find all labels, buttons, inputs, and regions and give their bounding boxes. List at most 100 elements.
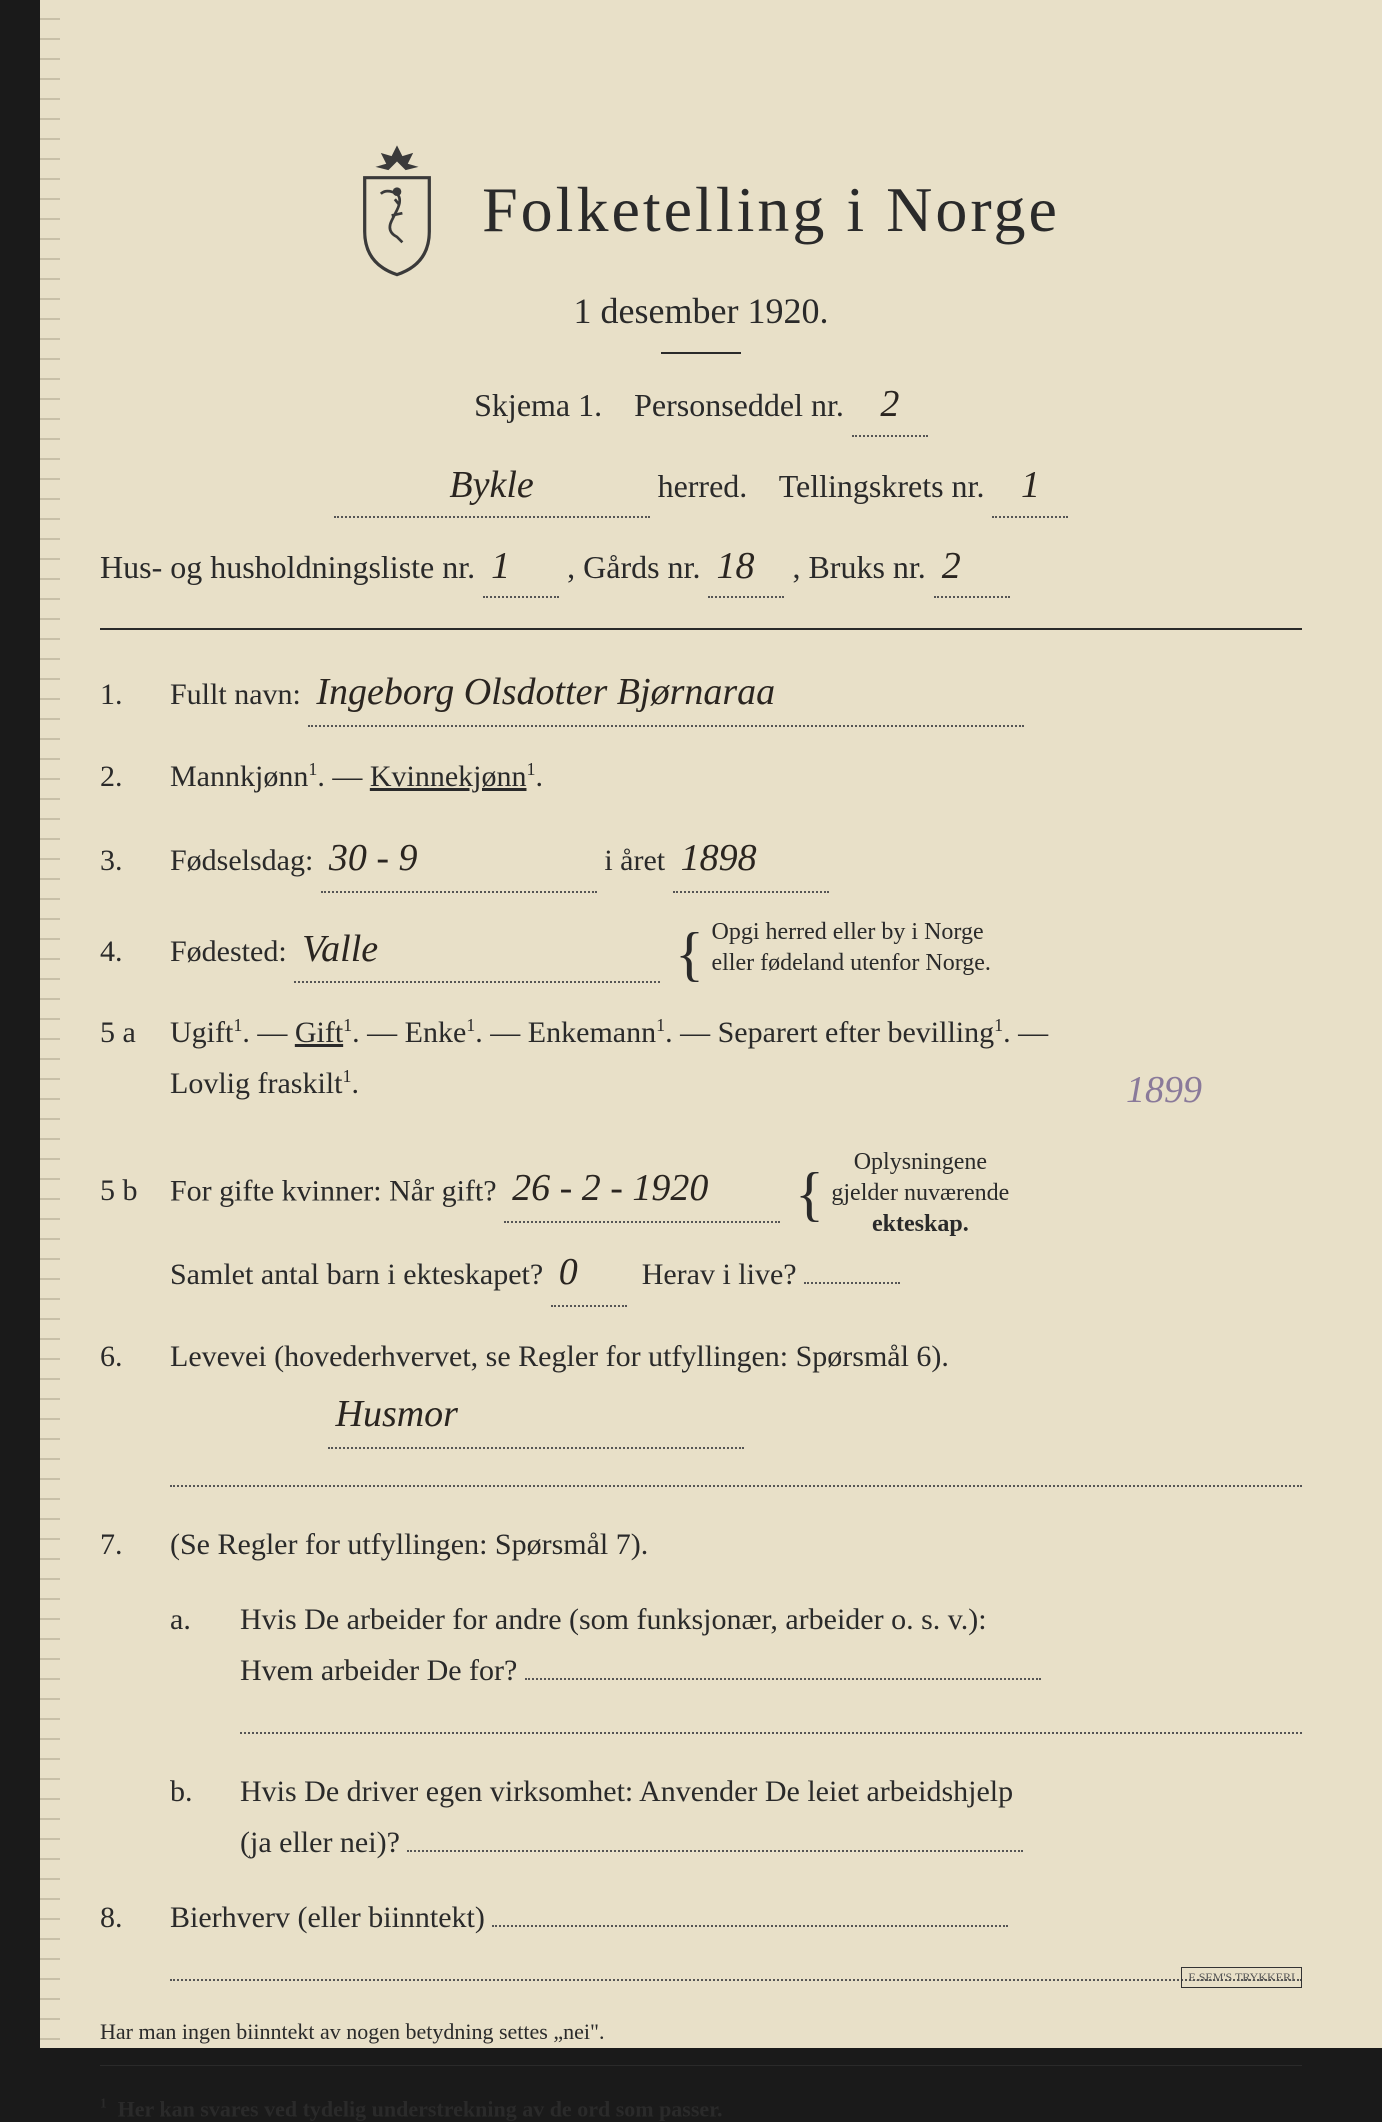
footnote-divider [100,2065,1302,2066]
q5b-note3: ekteskap. [872,1211,969,1237]
q5a-enke: Enke [405,1016,467,1049]
q7-label: (Se Regler for utfyllingen: Spørsmål 7). [170,1528,648,1561]
q6-label: Levevei (hovederhvervet, se Regler for u… [170,1340,949,1373]
q1-value: Ingeborg Olsdotter Bjørnaraa [308,660,1024,727]
scan-edge [0,0,40,2048]
q5b-row: 5 b For gifte kvinner: Når gift? 26 - 2 … [100,1147,1302,1307]
q8-row: 8. Bierhverv (eller biinntekt) [100,1892,1302,1989]
q7-content: (Se Regler for utfyllingen: Spørsmål 7). [170,1519,1302,1570]
q2-row: 2. Mannkjønn1. — Kvinnekjønn1. [100,751,1302,802]
schema-line: Skjema 1. Personseddel nr. 2 [100,374,1302,437]
q7-row: 7. (Se Regler for utfyllingen: Spørsmål … [100,1519,1302,1570]
sup-e: 1 [994,1015,1003,1035]
q5b-l2-label2: Herav i live? [642,1258,797,1291]
q6-num: 6. [100,1331,170,1382]
q7b-text1: Hvis De driver egen virksomhet: Anvender… [240,1775,1013,1808]
footnote-marker: 1 [100,2096,107,2111]
schema-label: Skjema 1. [474,387,602,423]
herred-line: Bykle herred. Tellingskrets nr. 1 [100,455,1302,518]
herred-label: herred. [658,468,748,504]
brace-icon: { [675,930,704,978]
q5b-l2-label1: Samlet antal barn i ekteskapet? [170,1258,543,1291]
husliste-label: Hus- og husholdningsliste nr. [100,549,475,585]
footnote-body: Her kan svares ved tydelig understreknin… [118,2096,723,2121]
q7a-text2: Hvem arbeider De for? [240,1654,517,1687]
q7a-blank [525,1678,1041,1680]
q6-blank-line [170,1457,1302,1487]
q5a-ugift: Ugift [170,1016,233,1049]
q5b-l2-blank [804,1282,900,1284]
q7a-blank-line [240,1704,1302,1734]
q5b-note: Oplysningene gjelder nuværende ekteskap. [831,1147,1009,1241]
coat-of-arms-icon [342,140,452,280]
title-row: Folketelling i Norge [100,140,1302,280]
subtitle: 1 desember 1920. [100,290,1302,332]
q2-content: Mannkjønn1. — Kvinnekjønn1. [170,751,1302,802]
paper-perforation [40,0,60,2048]
q4-label: Fødested: [170,935,287,968]
q8-num: 8. [100,1892,170,1943]
section-divider [100,628,1302,630]
q3-day: 30 - 9 [321,826,597,893]
q5b-l1-label: For gifte kvinner: Når gift? [170,1174,497,1207]
personseddel-label: Personseddel nr. [634,387,844,423]
q4-num: 4. [100,926,170,977]
q4-note2: eller fødeland utenfor Norge. [711,950,990,976]
q7b-blank [407,1850,1023,1852]
husliste-line: Hus- og husholdningsliste nr. 1 , Gårds … [100,536,1302,599]
q2-sup1: 1 [308,759,317,779]
q5a-lovlig: Lovlig fraskilt [170,1067,342,1100]
main-title: Folketelling i Norge [482,173,1060,247]
q7a-num: a. [170,1594,240,1645]
q7a-text1: Hvis De arbeider for andre (som funksjon… [240,1603,987,1636]
q1-label: Fullt navn: [170,678,301,711]
brace-icon-2: { [795,1170,824,1218]
q7b-row: b. Hvis De driver egen virksomhet: Anven… [170,1766,1302,1868]
footnote-text: 1 Her kan svares ved tydelig understrekn… [100,2096,1302,2122]
sup-d: 1 [656,1015,665,1035]
printer-mark: E.SEM'S TRYKKERI [1181,1967,1302,1988]
q5a-separert: Separert efter bevilling [718,1016,995,1049]
q4-note: Opgi herred eller by i Norge eller fødel… [711,917,990,979]
q2-sup2: 1 [526,759,535,779]
q8-content: Bierhverv (eller biinntekt) [170,1892,1302,1989]
q1-content: Fullt navn: Ingeborg Olsdotter Bjørnaraa [170,660,1302,727]
q5b-l2-value: 0 [551,1240,627,1307]
q5a-pencil: 1899 [1126,1058,1202,1123]
q6-value: Husmor [328,1382,744,1449]
tellingskrets-nr: 1 [992,455,1068,518]
q6-row: 6. Levevei (hovederhvervet, se Regler fo… [100,1331,1302,1495]
q8-label: Bierhverv (eller biinntekt) [170,1901,485,1934]
sup-f: 1 [342,1066,351,1086]
tellingskrets-label: Tellingskrets nr. [779,468,985,504]
q5b-content: For gifte kvinner: Når gift? 26 - 2 - 19… [170,1147,1302,1307]
q3-year-label: i året [604,844,665,877]
q4-value: Valle [294,917,660,984]
q4-row: 4. Fødested: Valle { Opgi herred eller b… [100,917,1302,984]
q2-kvinne: Kvinnekjønn [370,760,527,793]
q5a-content: Ugift1. — Gift1. — Enke1. — Enkemann1. —… [170,1007,1302,1123]
bruks-nr: 2 [934,536,1010,599]
sup-b: 1 [343,1015,352,1035]
q4-content: Fødested: Valle { Opgi herred eller by i… [170,917,1302,984]
husliste-nr: 1 [483,536,559,599]
gards-label: , Gårds nr. [567,549,700,585]
q5b-note2: gjelder nuværende [831,1180,1009,1206]
footer-note: Har man ingen biinntekt av nogen betydni… [100,2019,1302,2045]
q5a-num: 5 a [100,1007,170,1058]
q4-note1: Opgi herred eller by i Norge [711,919,983,945]
q5b-note1: Oplysningene [854,1149,987,1175]
q5a-gift: Gift [295,1016,343,1049]
q7a-row: a. Hvis De arbeider for andre (som funks… [170,1594,1302,1742]
q5b-l1-value: 26 - 2 - 1920 [504,1156,780,1223]
q3-num: 3. [100,835,170,886]
header-divider [661,352,741,354]
q7a-content: Hvis De arbeider for andre (som funksjon… [240,1594,1302,1742]
q3-content: Fødselsdag: 30 - 9 i året 1898 [170,826,1302,893]
q7-num: 7. [100,1519,170,1570]
q5a-enkemann: Enkemann [528,1016,656,1049]
sup-c: 1 [466,1015,475,1035]
q5a-row: 5 a Ugift1. — Gift1. — Enke1. — Enkemann… [100,1007,1302,1123]
q7b-text2: (ja eller nei)? [240,1826,400,1859]
q5b-num: 5 b [100,1165,170,1216]
